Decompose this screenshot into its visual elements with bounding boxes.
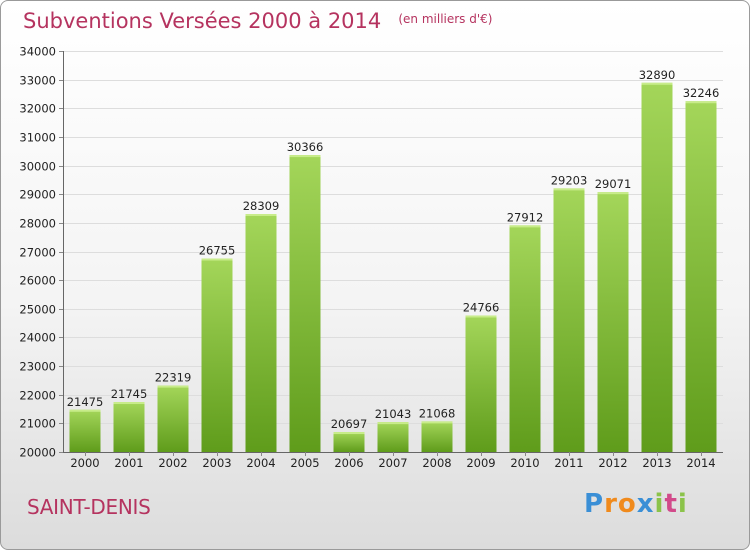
logo-letter: P <box>584 489 605 519</box>
y-tick-label: 28000 <box>19 217 56 231</box>
chart-subtitle: (en milliers d'€) <box>398 12 493 26</box>
y-tick-label: 21000 <box>19 417 56 431</box>
value-label-2002: 22319 <box>155 371 192 385</box>
logo-letter: o <box>617 489 637 519</box>
bar-top-highlight <box>421 421 453 424</box>
bar-top-highlight <box>465 315 497 318</box>
value-label-2013: 32890 <box>639 68 676 82</box>
value-label-2014: 32246 <box>683 86 720 100</box>
x-tick-label-2000: 2000 <box>70 456 99 470</box>
value-label-2000: 21475 <box>67 395 104 409</box>
bar-2000 <box>69 409 101 452</box>
x-tick-label-2004: 2004 <box>246 456 275 470</box>
bar-top-highlight <box>333 432 365 435</box>
bar-top-highlight <box>553 188 585 191</box>
bar-2011 <box>553 188 585 452</box>
value-label-2007: 21043 <box>375 407 412 421</box>
logo-letter: r <box>604 489 618 519</box>
y-tick-label: 20000 <box>19 446 56 460</box>
logo-letter: x <box>636 489 655 519</box>
bar-top-highlight <box>157 385 189 388</box>
bar-2010 <box>509 225 541 452</box>
bar-top-highlight <box>597 192 629 195</box>
bar-2003 <box>201 258 233 452</box>
y-tick-label: 25000 <box>19 303 56 317</box>
bar-2005 <box>289 155 321 453</box>
value-label-2008: 21068 <box>419 406 456 420</box>
bar-2004 <box>245 214 277 452</box>
x-tick-label-2006: 2006 <box>334 456 363 470</box>
bar-2014 <box>685 101 717 453</box>
bar-top-highlight <box>377 422 409 425</box>
x-tick-label-2002: 2002 <box>158 456 187 470</box>
x-tick-label-2010: 2010 <box>510 456 539 470</box>
x-tick-label-2001: 2001 <box>114 456 143 470</box>
bar-top-highlight <box>113 402 145 405</box>
y-tick-label: 30000 <box>19 160 56 174</box>
bar-2002 <box>157 385 189 452</box>
bar-2008 <box>421 421 453 452</box>
value-label-2006: 20697 <box>331 417 368 431</box>
logo-letter: i <box>677 489 688 519</box>
value-label-2009: 24766 <box>463 300 500 314</box>
city-name: SAINT-DENIS <box>27 495 151 519</box>
y-tick-label: 26000 <box>19 274 56 288</box>
x-tick-label-2005: 2005 <box>290 456 319 470</box>
bar-2001 <box>113 402 145 452</box>
value-label-2010: 27912 <box>507 210 544 224</box>
value-label-2001: 21745 <box>111 387 148 401</box>
value-label-2003: 26755 <box>199 244 236 258</box>
bar-top-highlight <box>289 155 321 158</box>
y-tick-label: 34000 <box>19 45 56 59</box>
x-tick-label-2014: 2014 <box>686 456 715 470</box>
y-tick-label: 33000 <box>19 74 56 88</box>
bar-top-highlight <box>201 258 233 261</box>
y-tick-label: 27000 <box>19 246 56 260</box>
value-label-2004: 28309 <box>243 199 280 213</box>
logo-letter: i <box>654 489 665 519</box>
bar-top-highlight <box>245 214 277 217</box>
bar-top-highlight <box>641 82 673 85</box>
bar-top-highlight <box>509 225 541 228</box>
bar-2009 <box>465 315 497 452</box>
x-tick-label-2003: 2003 <box>202 456 231 470</box>
y-tick-label: 22000 <box>19 389 56 403</box>
bar-top-highlight <box>69 409 101 412</box>
proxiti-logo: Proxiti <box>584 489 688 519</box>
x-tick-label-2008: 2008 <box>422 456 451 470</box>
chart-title: Subventions Versées 2000 à 2014 <box>23 9 382 33</box>
x-tick-label-2011: 2011 <box>554 456 583 470</box>
x-tick-label-2007: 2007 <box>378 456 407 470</box>
bar-2006 <box>333 432 365 452</box>
title-block: Subventions Versées 2000 à 2014 (en mill… <box>23 9 492 33</box>
x-tick-label-2009: 2009 <box>466 456 495 470</box>
bar-chart: 20000 21000 22000 23000 24000 25000 26000 27000… <box>19 45 723 470</box>
y-tick-label: 29000 <box>19 188 56 202</box>
value-label-2005: 30366 <box>287 140 324 154</box>
bar-2013 <box>641 82 673 452</box>
y-tick-label: 23000 <box>19 360 56 374</box>
value-label-2011: 29203 <box>551 173 588 187</box>
logo-letter: t <box>664 489 678 519</box>
y-tick-label: 31000 <box>19 131 56 145</box>
bar-top-highlight <box>685 101 717 104</box>
x-tick-label-2013: 2013 <box>642 456 671 470</box>
x-tick-label-2012: 2012 <box>598 456 627 470</box>
bar-2007 <box>377 422 409 452</box>
y-tick-label: 32000 <box>19 102 56 116</box>
bar-2012 <box>597 192 629 452</box>
y-tick-label: 24000 <box>19 331 56 345</box>
value-label-2012: 29071 <box>595 177 632 191</box>
